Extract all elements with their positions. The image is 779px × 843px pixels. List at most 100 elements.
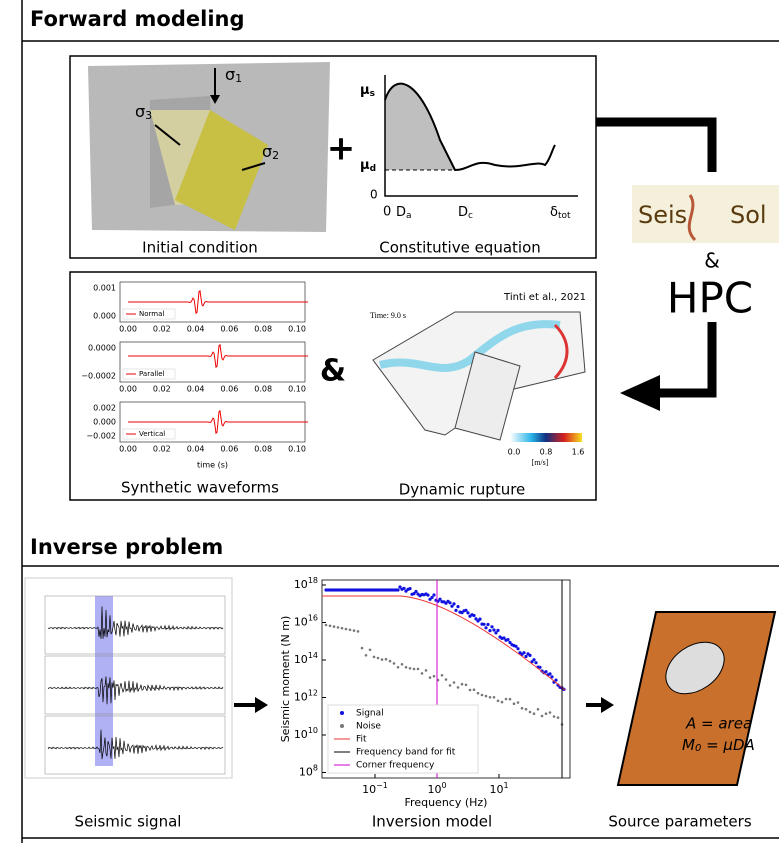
signal-point xyxy=(414,590,417,593)
y-tick-label: −0.0002 xyxy=(81,372,116,381)
noise-point xyxy=(357,630,360,633)
noise-point xyxy=(397,666,400,669)
caption: Synthetic waveforms xyxy=(121,479,279,497)
noise-point xyxy=(325,624,328,627)
noise-point xyxy=(457,686,460,689)
noise-point xyxy=(421,672,424,675)
noise-point xyxy=(549,711,552,714)
y-tick-label: 1018 xyxy=(294,576,318,592)
signal-point xyxy=(452,602,455,605)
tick-exp: 14 xyxy=(308,651,318,660)
seismogram-image xyxy=(25,578,232,778)
tick-exp: 8 xyxy=(313,763,318,772)
signal-point xyxy=(472,614,475,617)
noise-point xyxy=(393,662,396,665)
y-tick-label: 0.001 xyxy=(93,284,116,293)
noise-point xyxy=(485,695,488,698)
y-tick-label: 0.002 xyxy=(93,404,116,413)
tick-base: 10 xyxy=(427,783,441,796)
signal-point xyxy=(496,629,499,632)
tick-exp: −1 xyxy=(376,781,388,790)
y-tick-label: 0.000 xyxy=(93,418,116,427)
caption: Seismic signal xyxy=(75,813,182,831)
caption: Initial condition xyxy=(142,239,258,257)
signal-point xyxy=(492,628,495,631)
legend-label: Parallel xyxy=(139,370,165,378)
signal-point xyxy=(438,598,441,601)
x-tick-label: 0.08 xyxy=(254,385,272,394)
caption: Source parameters xyxy=(608,813,751,831)
colorbar-tick: 0.8 xyxy=(540,448,553,457)
signal-point xyxy=(488,629,491,632)
signal-point xyxy=(408,587,411,590)
legend-label: Signal xyxy=(356,709,384,719)
x-tick-label: 0.08 xyxy=(254,445,272,454)
x-tick-label: 10−1 xyxy=(362,781,388,797)
waveform xyxy=(128,345,308,367)
y-tick-label: 0.000 xyxy=(93,312,116,321)
x-tick-label: 0.10 xyxy=(288,385,306,394)
noise-point xyxy=(481,694,484,697)
x-tick-label: 0.02 xyxy=(153,385,171,394)
legend-label: Frequency band for fit xyxy=(356,748,456,758)
tick-base: 10 xyxy=(294,691,308,704)
noise-point xyxy=(489,696,492,699)
x-tick-label: 0.06 xyxy=(220,385,238,394)
legend-label: Vertical xyxy=(139,430,165,438)
signal-point xyxy=(426,594,429,597)
noise-point xyxy=(405,666,408,669)
noise-point xyxy=(333,625,336,628)
noise-point xyxy=(389,660,392,663)
signal-point xyxy=(448,601,451,604)
signal-point xyxy=(484,626,487,629)
x-tick-label: 0.02 xyxy=(153,445,171,454)
noise-point xyxy=(533,712,536,715)
noise-point xyxy=(417,668,420,671)
noise-point xyxy=(385,658,388,661)
signal-point xyxy=(524,655,527,658)
x-tick-label: 0.10 xyxy=(288,325,306,334)
tick-exp: 10 xyxy=(308,726,318,735)
y-tick-label: 0.0000 xyxy=(88,344,116,353)
noise-point xyxy=(517,701,520,704)
x-tick-label: 100 xyxy=(427,781,446,797)
caption: Constitutive equation xyxy=(379,239,541,257)
noise-point xyxy=(541,715,544,718)
legend-label: Fit xyxy=(356,735,367,745)
arrow-head xyxy=(255,697,268,713)
label: 0 xyxy=(370,188,378,202)
signal-point xyxy=(430,596,433,599)
arrow-head xyxy=(601,697,614,713)
noise-point xyxy=(537,708,540,711)
signal-point xyxy=(538,666,541,669)
arrow xyxy=(596,122,712,172)
signal-point xyxy=(494,631,497,634)
legend-marker xyxy=(340,711,344,715)
signal-point xyxy=(432,593,435,596)
arrow-head xyxy=(620,375,660,411)
tick-base: 10 xyxy=(294,616,308,629)
x-tick-label: 101 xyxy=(489,781,508,797)
noise-point xyxy=(545,712,548,715)
signal-point xyxy=(490,625,493,628)
noise-point xyxy=(509,698,512,701)
tick-base: 10 xyxy=(294,728,308,741)
citation: Tinti et al., 2021 xyxy=(503,292,586,303)
y-tick-label: −0.002 xyxy=(86,432,116,441)
y-axis-label: Seismic moment (N m) xyxy=(279,616,292,743)
noise-point xyxy=(477,692,480,695)
signal-point xyxy=(482,623,485,626)
noise-point xyxy=(345,628,348,631)
tick-base: 10 xyxy=(294,653,308,666)
caption: Inversion model xyxy=(372,813,492,831)
colorbar-tick: 1.6 xyxy=(572,448,585,457)
noise-point xyxy=(429,676,432,679)
x-tick-label: 0.08 xyxy=(254,325,272,334)
noise-point xyxy=(465,684,468,687)
logo-text: Seis xyxy=(638,201,687,229)
noise-point xyxy=(453,681,456,684)
tick-base: 10 xyxy=(294,578,308,591)
x-tick-label: 0.06 xyxy=(220,325,238,334)
noise-point xyxy=(525,708,528,711)
label: δtot xyxy=(550,205,571,221)
